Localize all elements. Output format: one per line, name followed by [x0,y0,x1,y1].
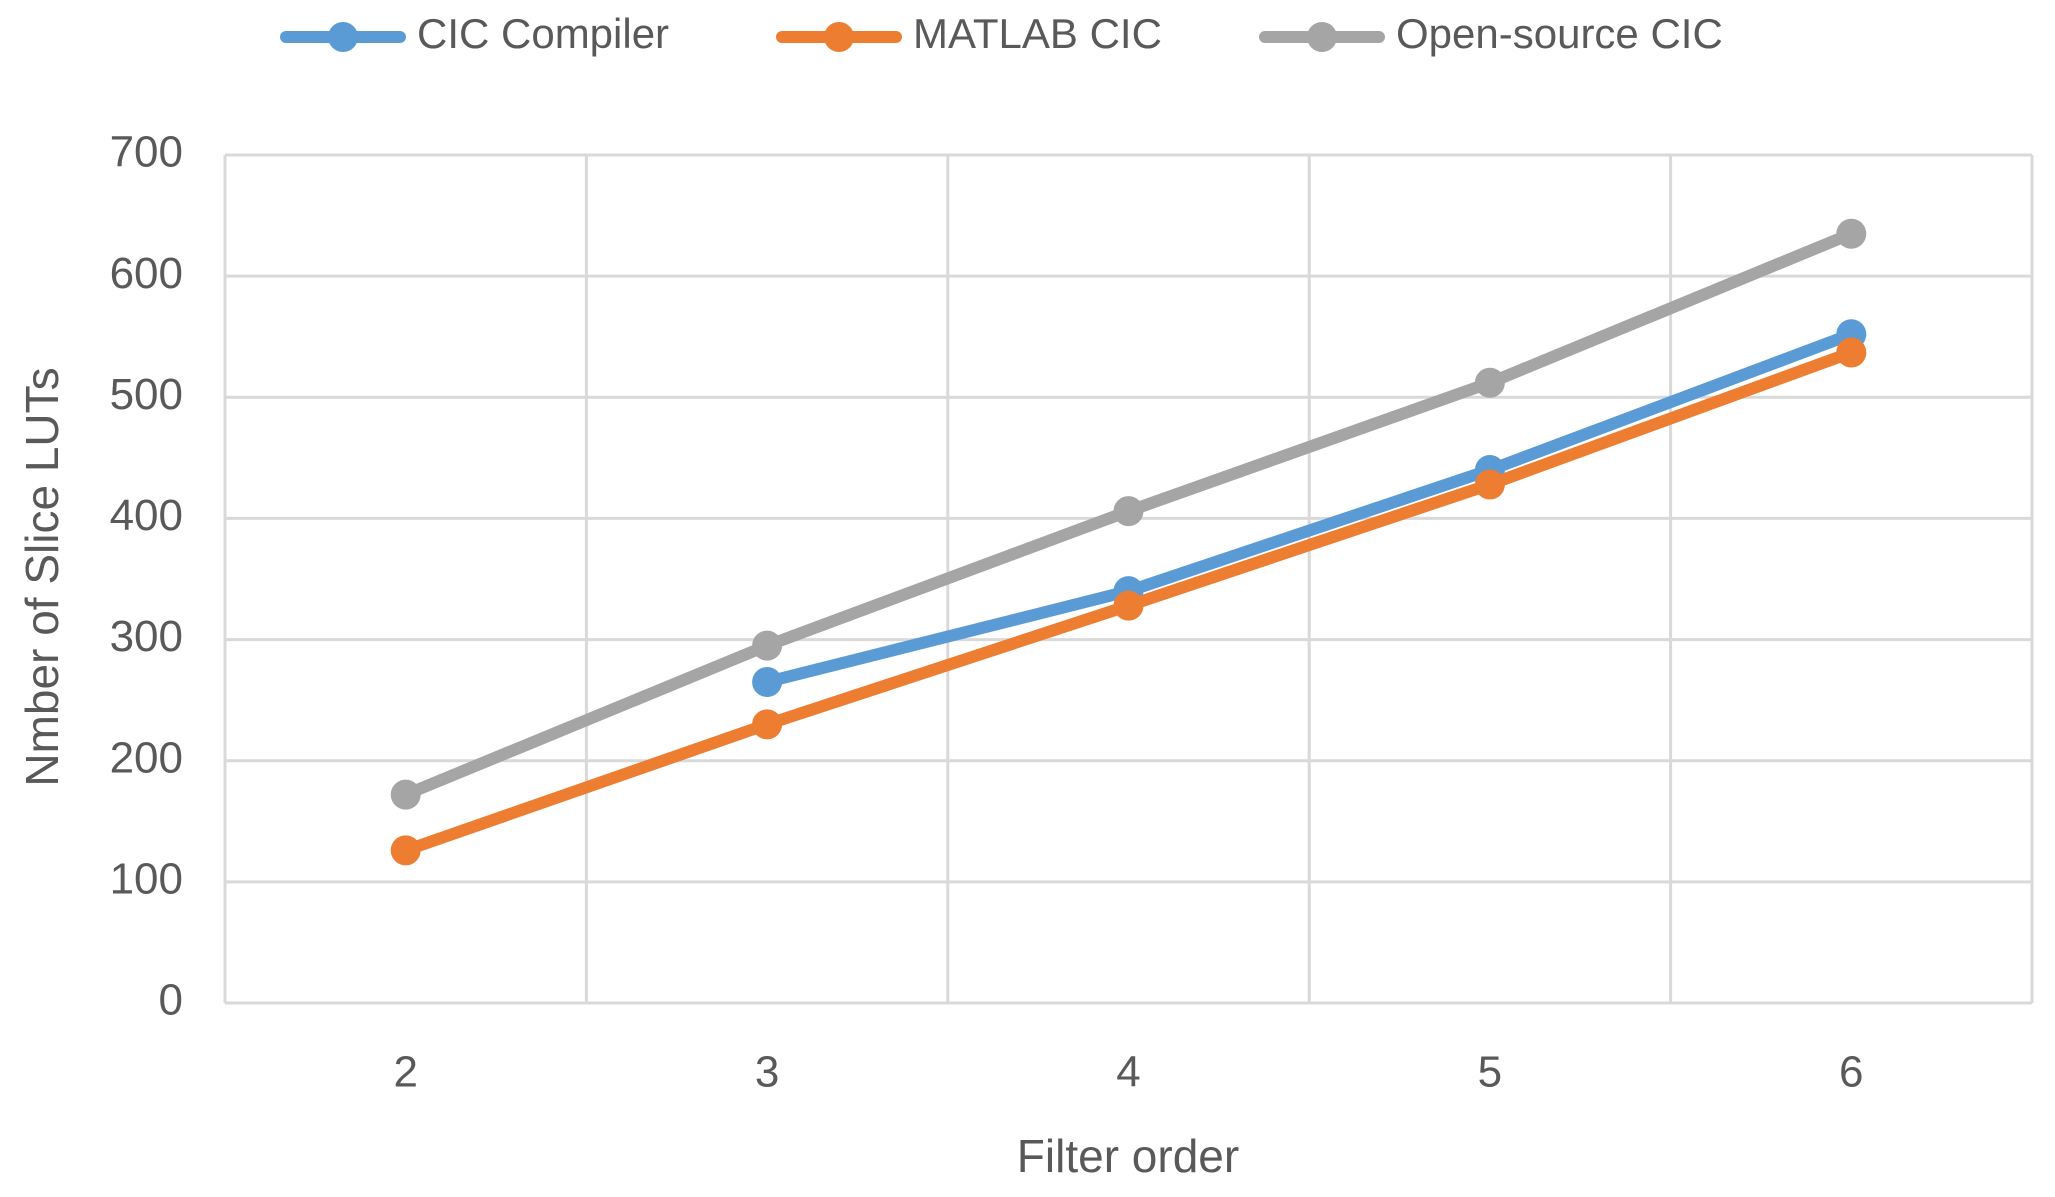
data-point [752,630,783,661]
legend-label: CIC Compiler [417,10,669,57]
y-tick-label: 400 [110,491,183,540]
x-tick-label: 6 [1839,1048,1863,1097]
data-point [390,835,421,866]
y-tick-label: 500 [110,370,183,419]
x-tick-label: 4 [1116,1048,1140,1097]
data-point [1113,496,1144,527]
y-tick-label: 0 [159,976,183,1025]
legend-marker [824,22,854,52]
y-tick-label: 100 [110,854,183,903]
y-tick-label: 200 [110,733,183,782]
legend-label: MATLAB CIC [913,10,1162,57]
x-tick-label: 3 [755,1048,779,1097]
data-point [752,666,783,697]
legend-marker [1307,22,1337,52]
data-point [1474,469,1505,500]
data-point [1474,367,1505,398]
data-point [1113,590,1144,621]
y-tick-label: 300 [110,612,183,661]
y-tick-label: 600 [110,249,183,298]
x-tick-label: 2 [393,1048,417,1097]
data-point [1836,218,1867,249]
y-axis-title: Nmber of Slice LUTs [16,367,68,786]
data-point [1836,337,1867,368]
x-axis-title: Filter order [1017,1130,1239,1182]
y-tick-label: 700 [110,128,183,177]
series-line [765,328,1854,688]
legend-marker [328,22,358,52]
data-point [752,709,783,740]
x-tick-label: 5 [1478,1048,1502,1097]
legend-label: Open-source CIC [1396,10,1723,57]
data-point [390,779,421,810]
